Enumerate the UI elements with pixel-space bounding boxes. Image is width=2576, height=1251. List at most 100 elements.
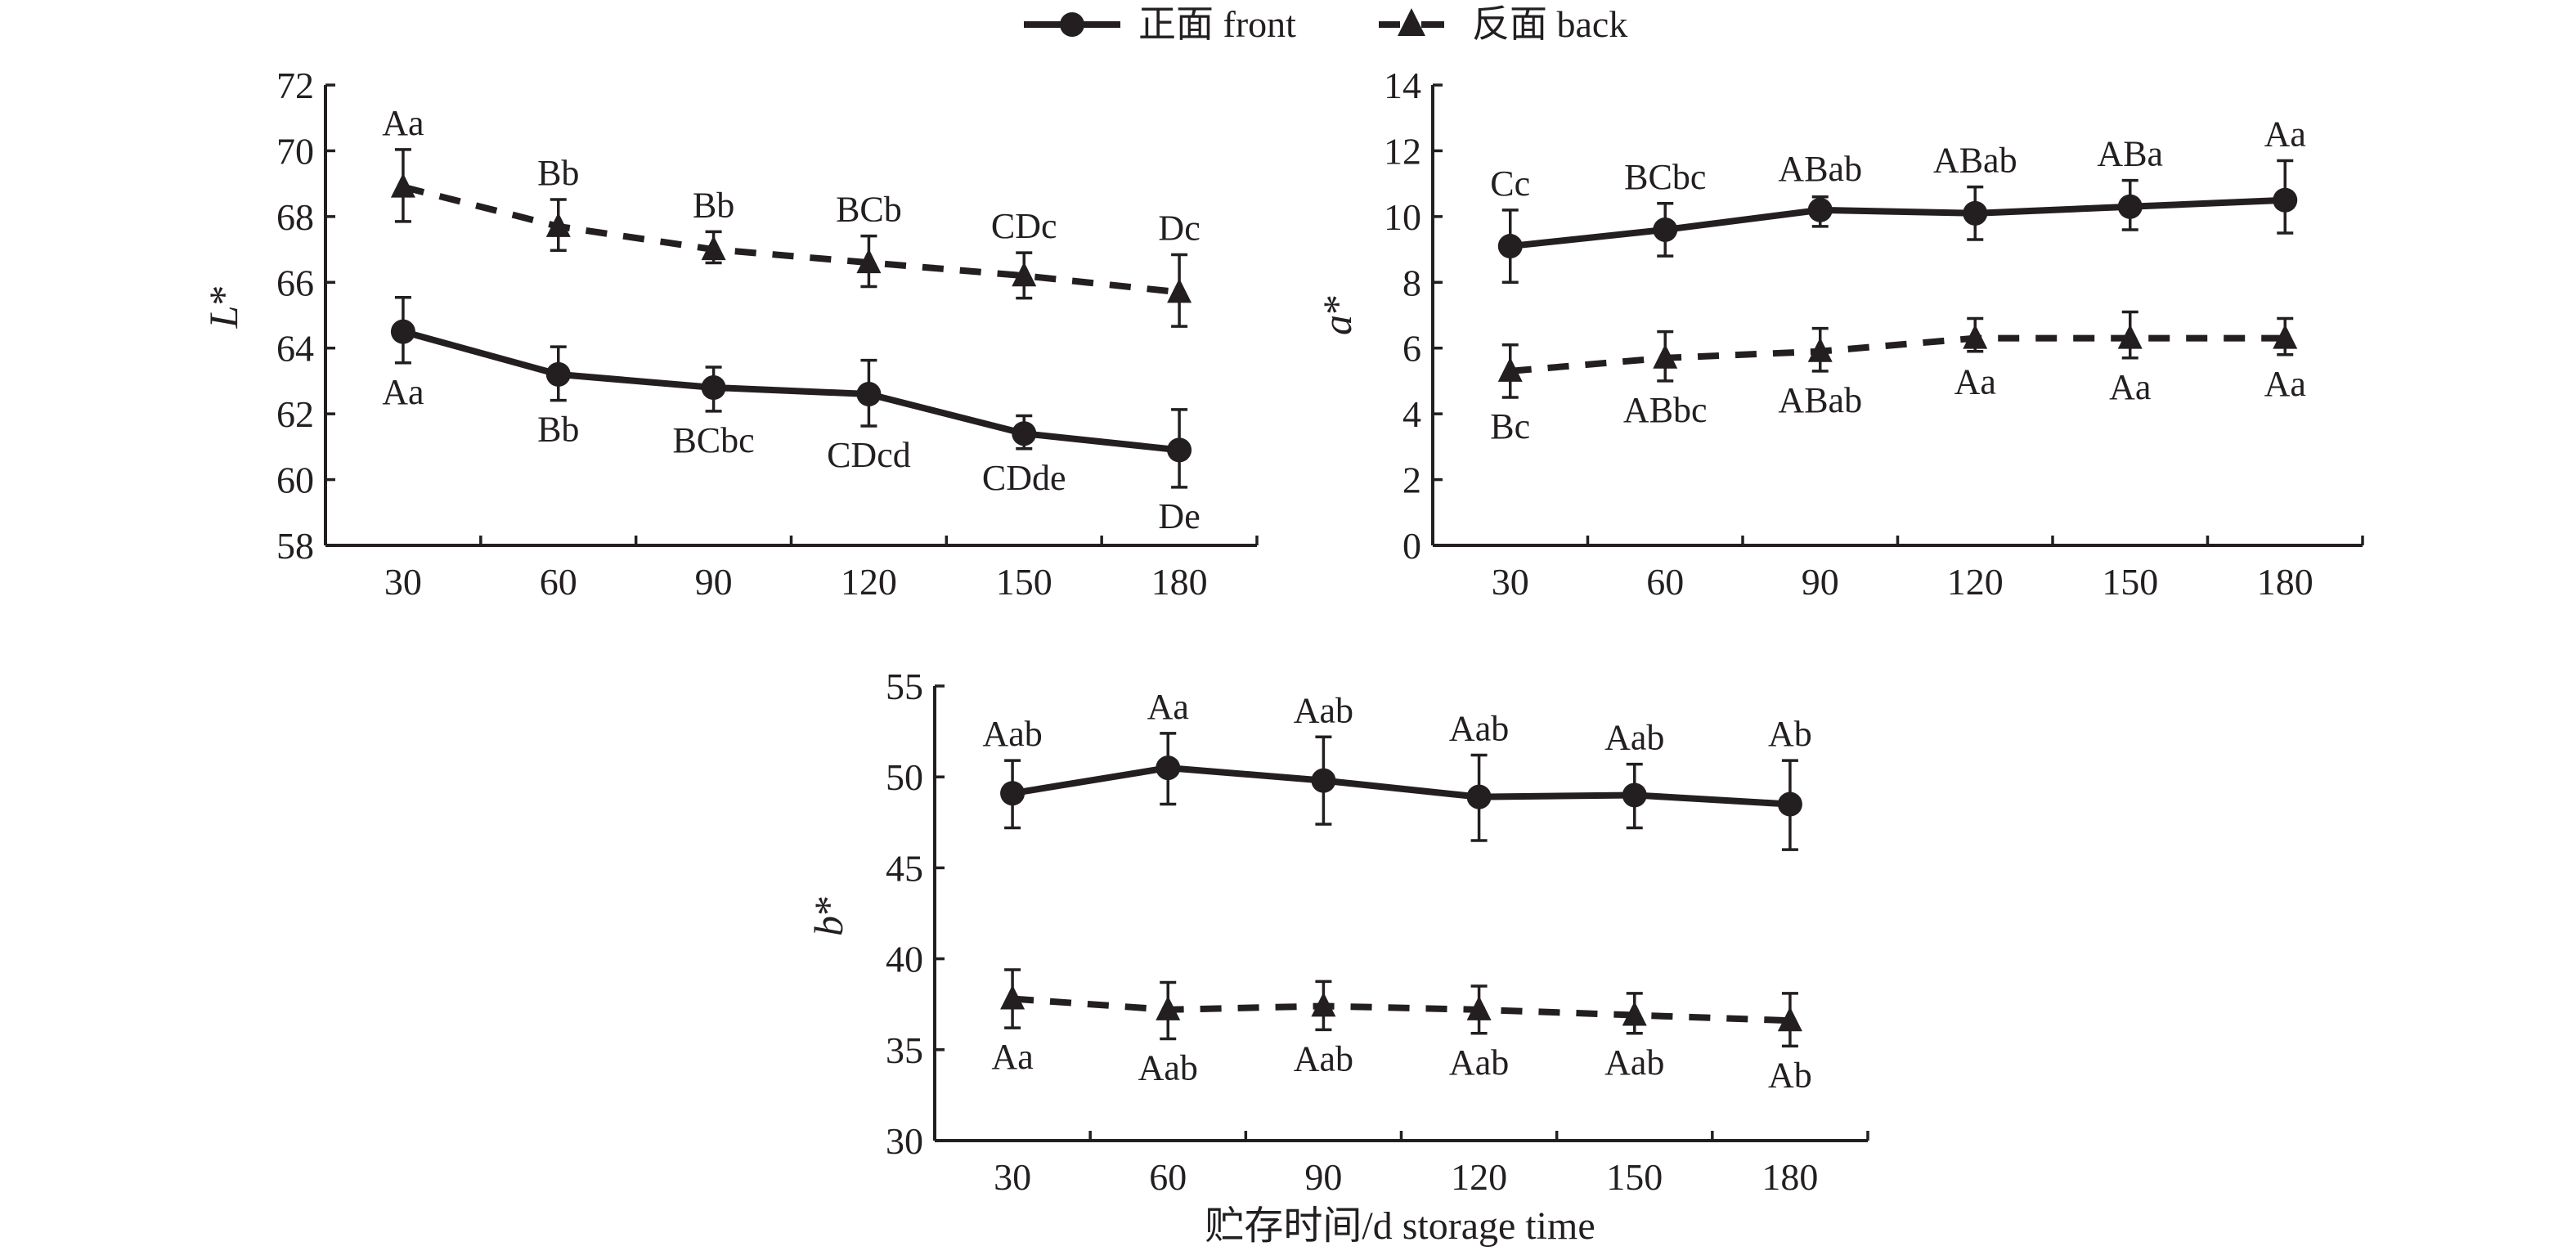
significance-label: CDcd (827, 435, 911, 475)
data-point-front-circle (1311, 768, 1336, 793)
significance-label: De (1158, 496, 1200, 536)
legend-back-label: 反面 back (1472, 3, 1627, 45)
data-point-back-triangle (1777, 1007, 1802, 1032)
data-point-back-triangle (545, 212, 571, 237)
significance-label: Bb (537, 410, 579, 450)
legend-item-front: 正面 front (1024, 3, 1296, 45)
significance-label: Aa (382, 372, 424, 412)
data-point-back-triangle (1000, 984, 1025, 1010)
x-tick-label: 180 (1151, 561, 1208, 603)
y-tick-label: 4 (1402, 393, 1421, 435)
y-tick-label: 64 (276, 328, 314, 370)
y-tick-label: 72 (276, 65, 314, 106)
y-axis-title: L* (200, 285, 246, 330)
data-point-back-triangle (1311, 992, 1336, 1017)
data-point-front-circle (390, 319, 415, 344)
significance-label: ABa (2097, 134, 2163, 174)
x-tick-label: 150 (2102, 561, 2158, 603)
data-point-back-triangle (1653, 343, 1678, 369)
significance-label: ABab (1778, 380, 1862, 420)
x-tick-label: 150 (1606, 1156, 1663, 1198)
y-axis-title-letter: L (200, 306, 246, 330)
y-tick-label: 60 (276, 460, 314, 501)
legend-back-triangle-icon (1398, 8, 1425, 36)
x-tick-label: 90 (695, 561, 733, 603)
y-tick-label: 2 (1402, 460, 1421, 501)
data-point-back-triangle (1622, 1001, 1647, 1026)
series-line-back (1510, 334, 2286, 374)
significance-label: CDde (982, 458, 1066, 498)
x-tick-label: 120 (841, 561, 897, 603)
data-point-back-triangle (1156, 995, 1181, 1020)
data-point-front-circle (1622, 782, 1647, 808)
significance-label: BCbc (672, 420, 754, 460)
y-axis-title-star: * (200, 285, 246, 306)
x-tick-label: 30 (994, 1156, 1031, 1198)
significance-label: Aab (982, 714, 1042, 754)
significance-label: Aa (1954, 362, 1996, 402)
series-line-back (402, 183, 1180, 296)
y-tick-label: 10 (1384, 196, 1421, 238)
y-tick-label: 55 (886, 666, 923, 707)
significance-label: Aa (382, 103, 424, 143)
data-point-back-triangle (856, 249, 882, 274)
significance-label: Ab (1768, 714, 1812, 754)
data-point-back-triangle (1497, 356, 1523, 382)
y-tick-label: 62 (276, 393, 314, 435)
significance-label: Aab (1138, 1047, 1198, 1087)
data-point-back-triangle (1963, 324, 1988, 349)
x-tick-label: 30 (384, 561, 422, 603)
data-point-back-triangle (701, 235, 726, 261)
data-point-back-triangle (2273, 324, 2298, 349)
significance-label: ABab (1933, 141, 2017, 181)
y-axis-title-letter: b (806, 916, 851, 936)
x-tick-label: 60 (1646, 561, 1684, 603)
x-tick-label: 180 (2257, 561, 2313, 603)
data-point-front-circle (1653, 217, 1678, 242)
y-tick-label: 8 (1402, 262, 1421, 303)
data-point-front-circle (1963, 200, 1988, 226)
x-tick-label: 120 (1451, 1156, 1507, 1198)
x-tick-label: 60 (1149, 1156, 1187, 1198)
y-tick-label: 66 (276, 262, 314, 303)
y-tick-label: 50 (886, 756, 923, 798)
data-point-front-circle (1000, 781, 1025, 806)
y-tick-label: 70 (276, 130, 314, 172)
y-tick-label: 45 (886, 847, 923, 889)
y-tick-label: 14 (1384, 65, 1421, 106)
significance-label: Ab (1768, 1055, 1812, 1095)
significance-label: Aa (2109, 367, 2151, 407)
significance-label: Bb (537, 153, 579, 193)
data-point-back-triangle (2117, 324, 2143, 349)
significance-label: Aab (1604, 718, 1664, 758)
x-tick-label: 30 (1492, 561, 1529, 603)
data-point-front-circle (1156, 756, 1181, 781)
significance-label: Aa (2264, 364, 2306, 404)
legend-front-circle-icon (1060, 12, 1084, 37)
series-line-front (1012, 764, 1791, 808)
y-axis-title: a* (1314, 294, 1360, 335)
chart-panel-a: 0 2 4 6 8 10 12 14 30 60 90 120 150 180 a* Cc BCbc ABab AB… (1314, 65, 2364, 603)
y-axis-title: b* (806, 895, 851, 936)
significance-label: Aa (2264, 114, 2306, 154)
y-axis-title-star: * (806, 895, 851, 916)
data-point-back-triangle (1466, 995, 1492, 1020)
significance-label: Aab (1294, 690, 1353, 730)
series-line-front (402, 328, 1180, 454)
significance-label: Aab (1449, 1042, 1509, 1083)
significance-label: Bc (1490, 406, 1530, 446)
chart-panel-L: 58 60 62 64 66 68 70 72 30 60 90 120 150 180 L* Aa Bb BCb… (200, 65, 1259, 603)
data-point-back-triangle (1167, 278, 1192, 303)
significance-label: Bb (693, 185, 734, 225)
data-point-front-circle (856, 382, 882, 407)
series-line-back (1012, 995, 1791, 1025)
x-tick-label: 90 (1802, 561, 1839, 603)
significance-label: Dc (1158, 208, 1200, 249)
significance-label: ABab (1778, 149, 1862, 189)
data-point-back-triangle (390, 173, 415, 198)
x-tick-label: 60 (540, 561, 577, 603)
data-point-back-triangle (1807, 337, 1833, 362)
significance-label: Aab (1449, 709, 1509, 749)
